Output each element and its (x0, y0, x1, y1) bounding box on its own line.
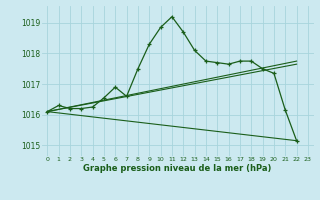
X-axis label: Graphe pression niveau de la mer (hPa): Graphe pression niveau de la mer (hPa) (84, 164, 272, 173)
